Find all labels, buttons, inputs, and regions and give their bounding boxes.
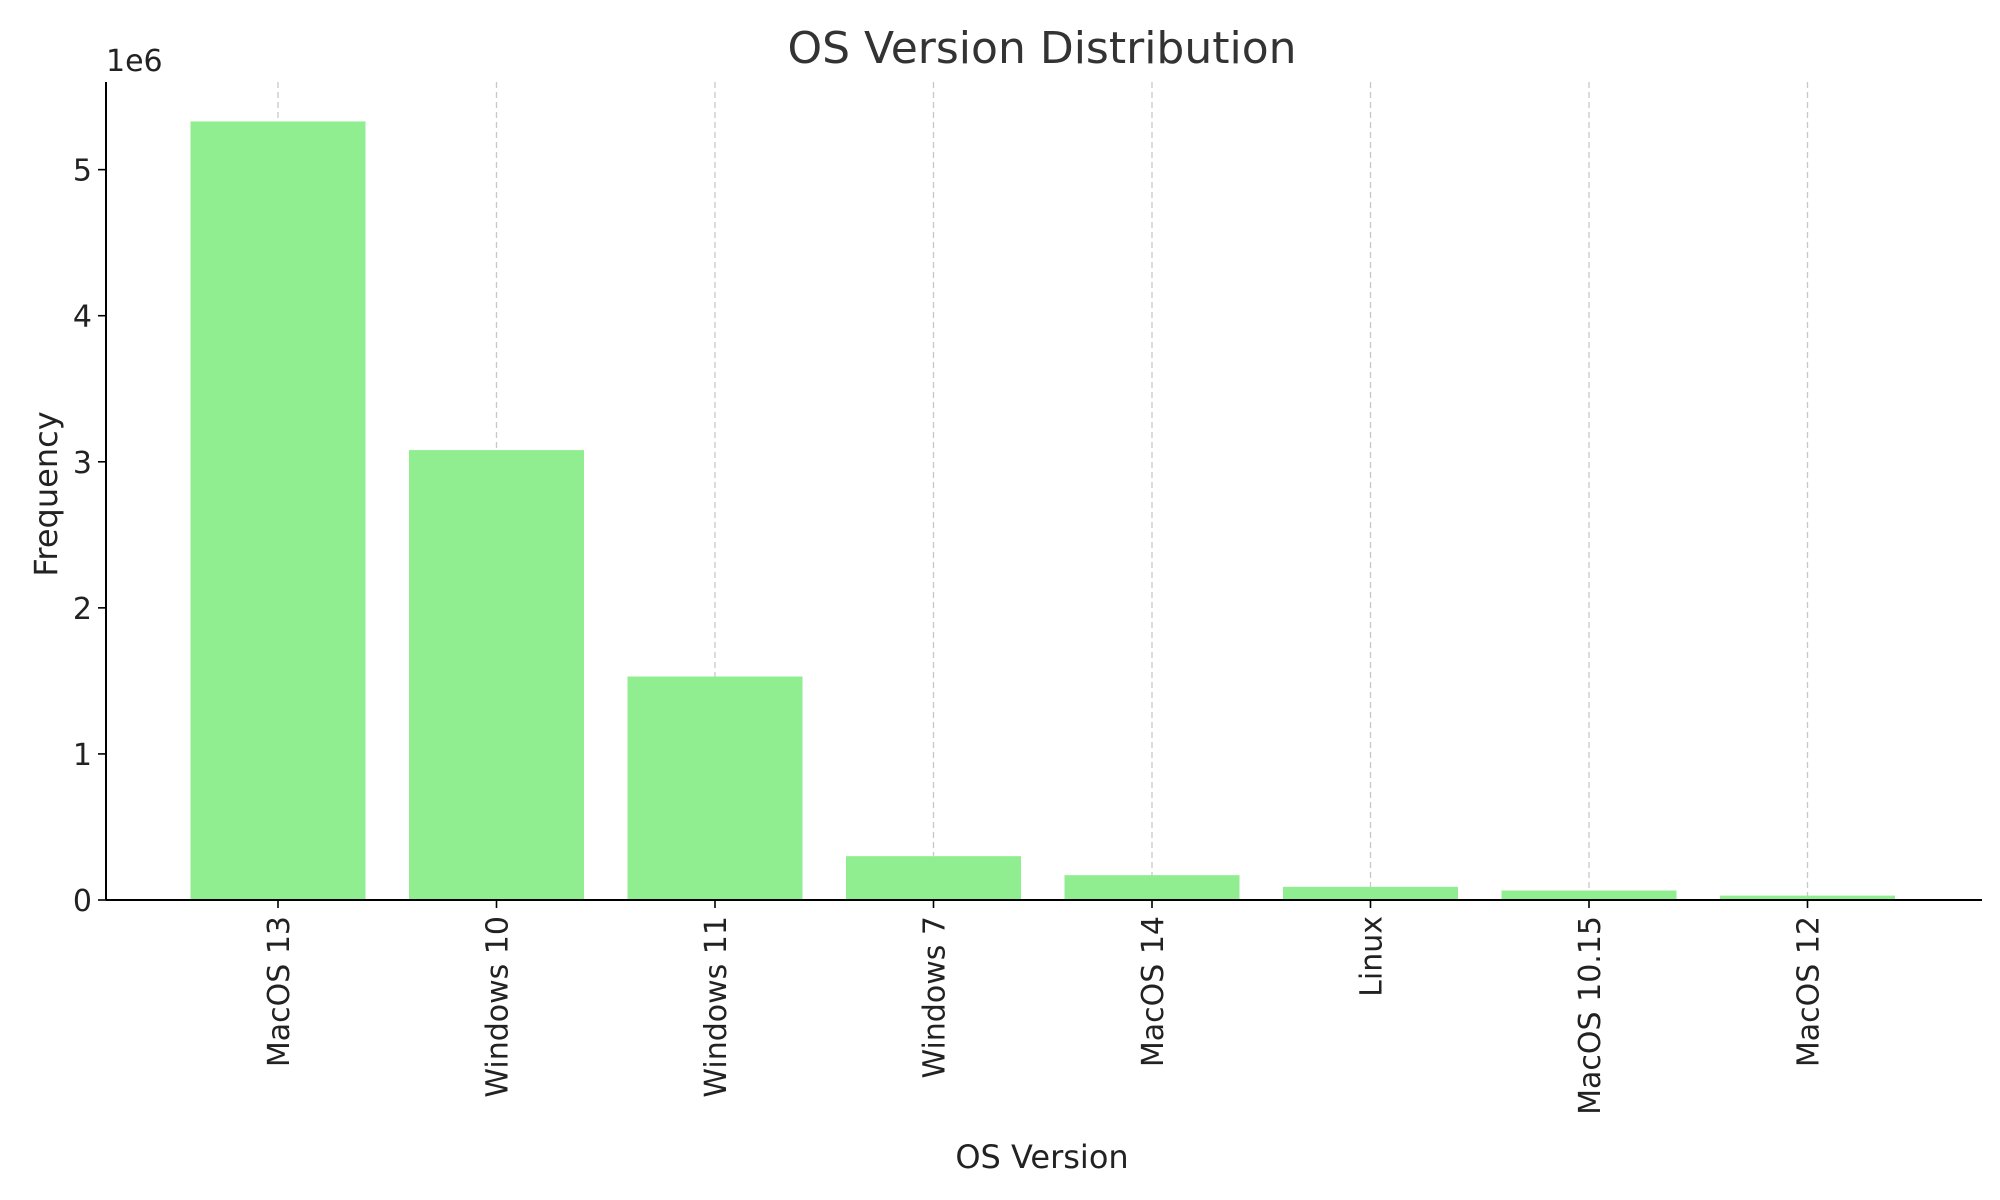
- y-tick-label: 0: [73, 884, 92, 919]
- bar-macos-10-15: [1501, 890, 1677, 900]
- x-tick-label: MacOS 10.15: [1573, 916, 1608, 1115]
- bar-macos-12: [1720, 895, 1895, 900]
- y-ticks: 0 1 2 3 4 5: [73, 154, 106, 919]
- x-tick-label: Windows 7: [918, 916, 953, 1079]
- y-tick-label: 4: [73, 300, 92, 335]
- y-tick-label: 3: [73, 446, 92, 481]
- x-tick-label: Linux: [1355, 916, 1390, 997]
- bar-windows-11: [627, 676, 803, 900]
- chart-title: OS Version Distribution: [787, 23, 1296, 74]
- axes: [105, 82, 1982, 901]
- bar-windows-10: [409, 450, 584, 900]
- x-tick-label: Windows 11: [699, 916, 734, 1098]
- y-tick-label: 2: [73, 592, 92, 627]
- bars: [190, 121, 1895, 901]
- y-axis-offset-label: 1e6: [106, 44, 163, 79]
- x-tick-label: MacOS 12: [1792, 916, 1827, 1067]
- x-tick-label: MacOS 13: [262, 916, 297, 1067]
- bar-windows-7: [846, 856, 1021, 900]
- x-axis-label: OS Version: [955, 1138, 1128, 1176]
- y-tick-label: 5: [73, 154, 92, 189]
- x-ticks: MacOS 13 Windows 10 Windows 11 Windows 7 Mac…: [262, 900, 1827, 1115]
- y-axis-label: Frequency: [27, 411, 65, 576]
- bar-linux: [1283, 886, 1458, 900]
- y-tick-label: 1: [73, 738, 92, 773]
- x-tick-label: MacOS 14: [1136, 916, 1171, 1067]
- bar-macos-13: [190, 121, 366, 901]
- bar-macos-14: [1064, 875, 1240, 900]
- x-tick-label: Windows 10: [481, 916, 516, 1098]
